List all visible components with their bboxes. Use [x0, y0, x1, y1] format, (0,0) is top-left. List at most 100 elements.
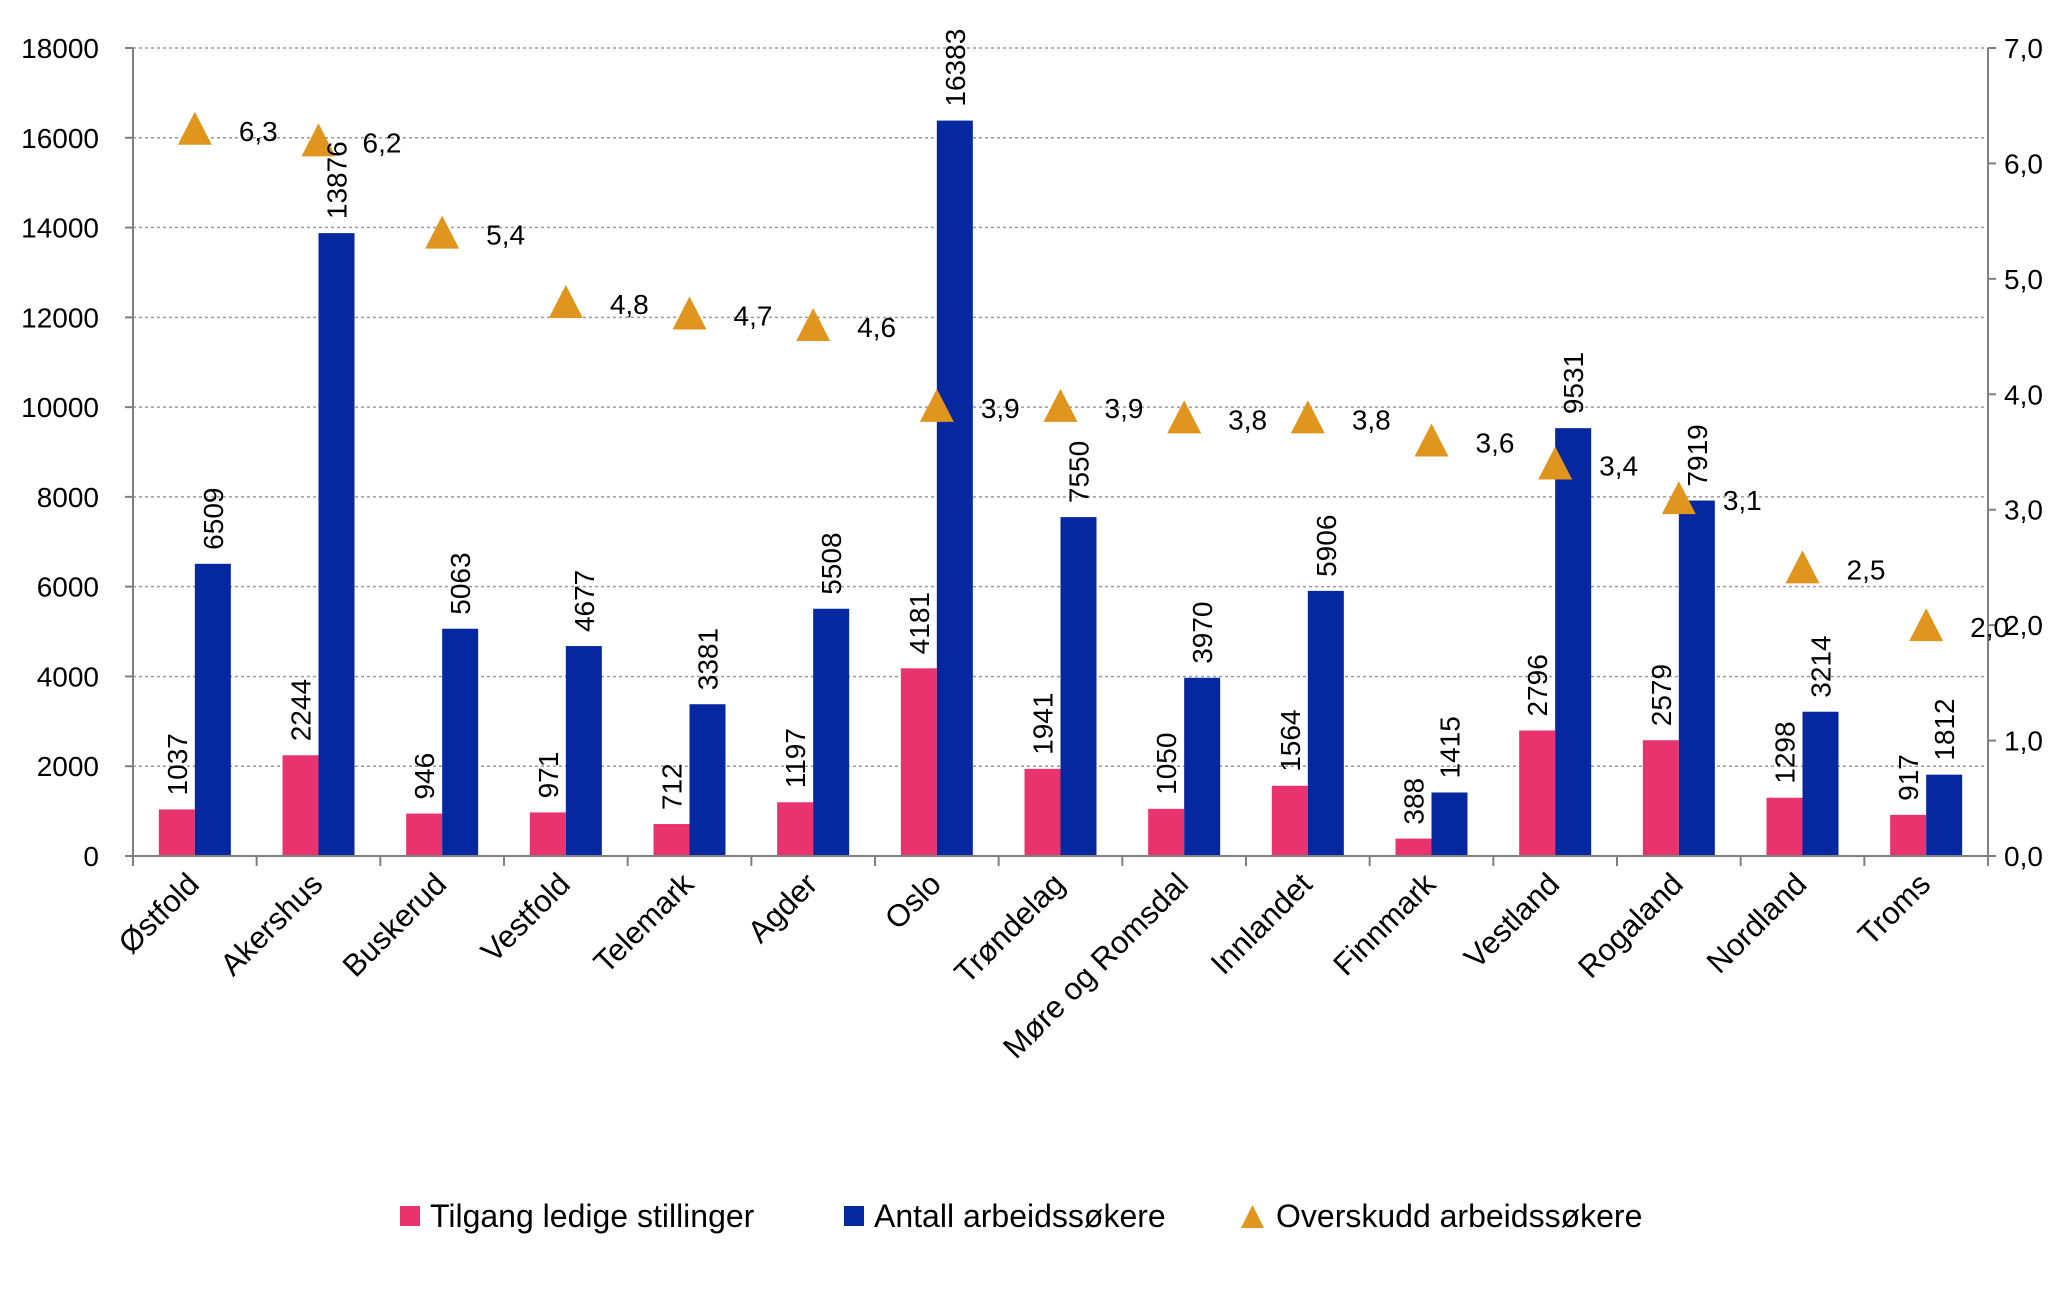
data-label-antall: 5063 — [445, 552, 476, 614]
data-label-tilgang: 2579 — [1646, 664, 1677, 726]
data-label-antall: 3970 — [1187, 601, 1218, 663]
category-label: Akershus — [213, 866, 329, 982]
data-label-tilgang: 388 — [1399, 778, 1430, 825]
bar-antall — [1555, 428, 1592, 856]
data-label-overskudd: 2,5 — [1847, 554, 1886, 585]
data-label-tilgang: 4181 — [904, 592, 935, 654]
right-axis-tick-label: 1,0 — [2004, 726, 2043, 757]
triangle-marker — [177, 111, 212, 145]
data-label-antall: 4677 — [569, 570, 600, 632]
left-axis-tick-label: 4000 — [37, 661, 99, 692]
triangle-marker — [919, 388, 954, 422]
right-axis-tick-label: 7,0 — [2004, 33, 2043, 64]
data-label-overskudd: 6,2 — [363, 127, 402, 158]
bar-antall — [813, 608, 850, 856]
triangle-marker — [1785, 550, 1820, 584]
bar-tilgang — [1271, 785, 1308, 856]
category-label: Finnmark — [1326, 866, 1442, 982]
data-label-overskudd: 3,8 — [1352, 404, 1391, 435]
data-label-overskudd: 4,8 — [610, 289, 649, 320]
data-label-antall: 9531 — [1558, 352, 1589, 414]
bar-tilgang — [1519, 730, 1556, 856]
bar-tilgang — [653, 824, 690, 856]
data-label-antall: 7919 — [1682, 424, 1713, 486]
category-labels: Østfold Akershus Buskerud Vestfold Telemark A… — [112, 866, 1938, 1065]
bar-tilgang — [529, 812, 566, 856]
triangle-marker — [796, 308, 831, 342]
legend-swatch-antall — [844, 1206, 864, 1226]
data-label-overskudd: 3,9 — [1105, 393, 1144, 424]
right-axis-tick-label: 0,0 — [2004, 841, 2043, 872]
category-label: Vestfold — [474, 866, 577, 969]
data-label-antall: 16383 — [940, 29, 971, 107]
category-label: Nordland — [1700, 866, 1814, 980]
category-label: Telemark — [587, 866, 701, 980]
data-label-tilgang: 946 — [409, 753, 440, 800]
right-axis-tick-label: 2,0 — [2004, 610, 2043, 641]
left-axis-tick-label: 6000 — [37, 572, 99, 603]
category-label: Østfold — [112, 866, 206, 960]
bar-tilgang — [1024, 768, 1061, 856]
right-axis-tick-label: 5,0 — [2004, 264, 2043, 295]
left-axis-tick-label: 12000 — [21, 302, 99, 333]
data-label-antall: 1415 — [1435, 716, 1466, 778]
data-label-tilgang: 1050 — [1151, 733, 1182, 795]
data-label-overskudd: 4,6 — [857, 312, 896, 343]
legend-swatch-tilgang — [400, 1206, 420, 1226]
data-label-tilgang: 917 — [1893, 754, 1924, 801]
bar-antall — [689, 704, 726, 856]
legend-label-overskudd: Overskudd arbeidssøkere — [1276, 1198, 1642, 1234]
bar-antall — [936, 120, 973, 857]
data-label-antall: 1812 — [1929, 698, 1960, 760]
category-label: Troms — [1851, 866, 1937, 952]
data-label-overskudd: 3,9 — [981, 393, 1020, 424]
bar-tilgang — [282, 755, 319, 856]
right-axis-tick-label: 3,0 — [2004, 495, 2043, 526]
data-label-tilgang: 2796 — [1522, 654, 1553, 716]
data-label-overskudd: 3,6 — [1476, 427, 1515, 458]
data-label-antall: 5906 — [1311, 515, 1342, 577]
legend-label-tilgang: Tilgang ledige stillinger — [430, 1198, 755, 1234]
legend-label-antall: Antall arbeidssøkere — [874, 1198, 1166, 1234]
bar-tilgang — [777, 802, 814, 856]
data-label-tilgang: 971 — [533, 752, 564, 799]
triangle-marker — [1167, 400, 1202, 434]
data-label-overskudd: 3,1 — [1723, 485, 1762, 516]
bar-antall — [442, 628, 479, 856]
bar-antall — [1802, 711, 1839, 856]
data-label-antall: 3214 — [1806, 635, 1837, 697]
triangle-marker — [301, 123, 336, 157]
bar-tilgang — [1642, 740, 1679, 856]
data-label-overskudd: 3,8 — [1228, 404, 1267, 435]
bar-antall — [1926, 774, 1963, 856]
data-labels: 1037 6509 6,3 2244 13876 6,2 946 5063 5,4 971 4677… — [162, 29, 2009, 825]
data-label-tilgang: 1298 — [1770, 721, 1801, 783]
bar-antall — [565, 646, 602, 856]
data-label-tilgang: 1037 — [162, 733, 193, 795]
bar-tilgang — [1766, 797, 1803, 856]
data-label-antall: 6509 — [198, 488, 229, 550]
data-label-overskudd: 2,0 — [1970, 612, 2009, 643]
bar-antall — [194, 563, 231, 856]
data-label-tilgang: 1941 — [1028, 693, 1059, 755]
left-axis-tick-label: 0 — [83, 841, 99, 872]
data-label-tilgang: 1564 — [1275, 709, 1306, 771]
category-label: Trøndelag — [948, 866, 1072, 990]
data-label-overskudd: 3,4 — [1599, 451, 1638, 482]
left-axis-tick-label: 14000 — [21, 213, 99, 244]
triangle-marker — [1661, 481, 1696, 515]
bar-tilgang — [1148, 808, 1185, 856]
category-label: Innlandet — [1204, 866, 1319, 981]
legend: Tilgang ledige stillinger Antall arbeids… — [400, 1198, 1642, 1234]
bar-tilgang — [1890, 814, 1927, 856]
triangle-marker — [1414, 423, 1449, 457]
triangle-markers — [177, 111, 1944, 642]
triangle-marker — [425, 215, 460, 249]
triangle-marker — [672, 296, 707, 330]
data-label-antall: 13876 — [322, 141, 353, 219]
triangle-marker — [548, 284, 583, 318]
bars — [158, 120, 1963, 857]
axis-ticks: 0 2000 4000 6000 8000 10000 12000 14000 16000 180… — [21, 33, 2043, 872]
triangle-marker — [1043, 388, 1078, 422]
